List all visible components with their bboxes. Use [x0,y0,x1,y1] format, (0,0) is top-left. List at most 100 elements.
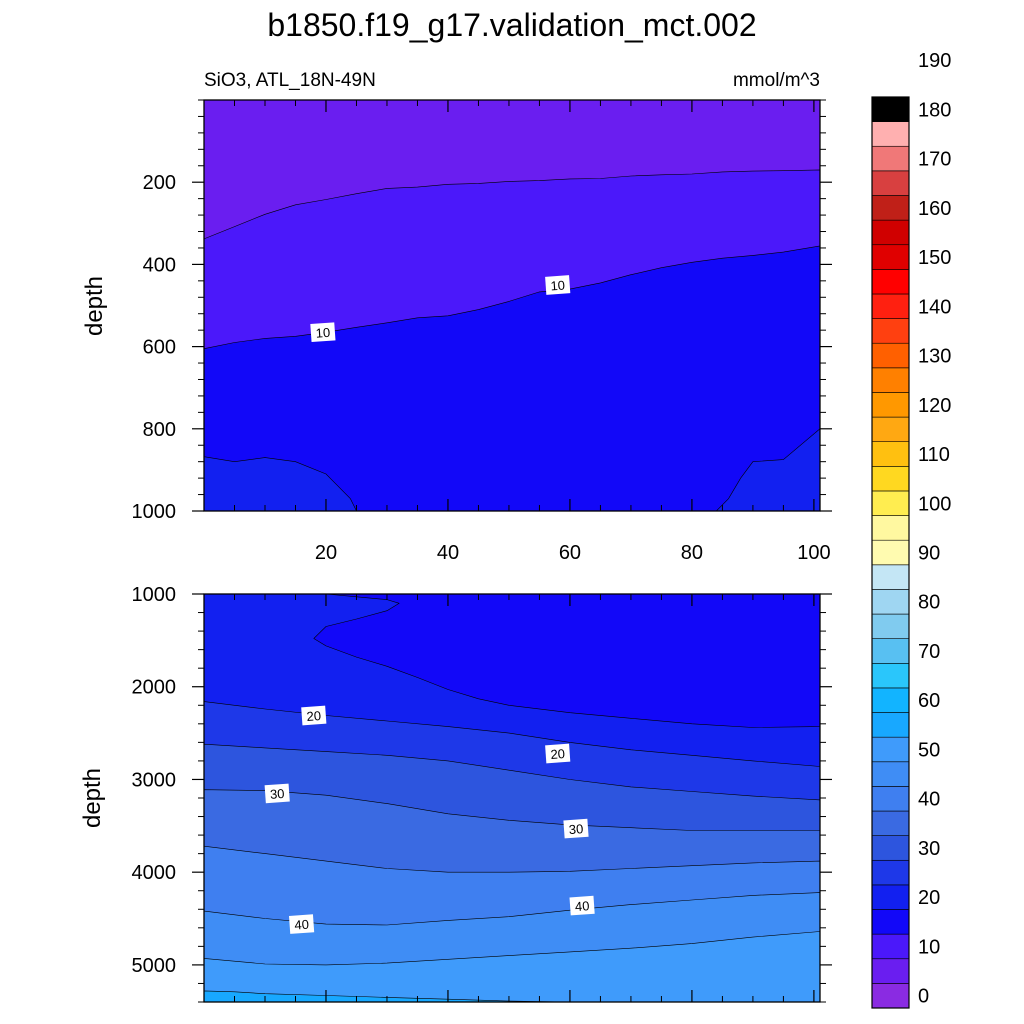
colorbar-box [871,983,910,1009]
colorbar-label: 40 [918,789,940,811]
panel1-ylabel: depth [81,276,108,336]
panel2-ytick-label: 3000 [132,769,177,791]
panel2-contour-label: 30 [563,818,589,839]
panel2-contour-label-bg [563,818,589,839]
colorbar-label: 170 [918,149,951,171]
panel2-contour-label-text: 20 [550,746,565,762]
colorbar-label: 140 [918,296,951,318]
panel2-contour-label-bg [289,914,315,934]
colorbar-label: 190 [918,50,951,72]
colorbar-box [871,736,910,763]
panel1-xtick-label: 40 [437,542,459,564]
colorbar-label: 0 [918,986,929,1008]
colorbar-box [871,712,910,738]
panel2-ytick-label: 5000 [132,955,177,977]
panel1-fills [203,100,821,512]
colorbar-box [871,244,910,270]
panel2-contour-label: 20 [301,705,327,726]
colorbar-box [871,466,910,492]
panel2-region-10-15 [313,593,821,728]
colorbar-label: 160 [918,198,951,220]
colorbar-box [871,835,910,861]
panel1-contour-label-text: 10 [315,325,330,341]
colorbar-box [871,195,910,221]
panel1-xtick-label: 60 [559,542,581,564]
colorbar-box [871,589,910,615]
panel1-contour-label: 10 [310,322,336,343]
colorbar-box [871,933,910,960]
panel1-contour-label-bg [545,275,571,295]
panel2-contour-label: 40 [569,895,595,916]
colorbar-box [871,859,910,886]
panel2-frame [203,593,821,1003]
panel2-contour-label-text: 30 [269,786,284,802]
colorbar-frame [871,96,910,1009]
colorbar-box [871,490,910,516]
colorbar-box [871,958,910,984]
colorbar-box [871,293,910,319]
colorbar-label: 50 [918,740,940,762]
panel1-xtick-label: 20 [315,542,337,564]
colorbar-box [871,909,910,935]
panel2-contour-label-text: 40 [574,898,589,914]
colorbar-box [871,318,910,344]
panel2-ytick-label: 1000 [132,584,177,606]
panel1-contour-label: 10 [545,275,571,295]
colorbar-box [871,761,910,787]
colorbar-box [871,145,910,172]
colorbar-box [871,810,910,836]
panel2-contour-label-bg [301,705,327,726]
colorbar-label: 150 [918,247,951,269]
panel2-contour-label-text: 40 [294,917,309,933]
colorbar-box [871,342,910,369]
panel2-contour-label-text: 20 [306,708,321,724]
panel2-ticks: 1000 2000 3000 4000 5000 [132,584,832,1003]
colorbar-label: 110 [918,444,950,466]
colorbar-label: 100 [918,493,951,515]
panel1-ticks: 20 40 60 80 100 200 400 600 800 1000 [132,99,832,564]
colorbar-label: 90 [918,543,940,565]
upper-contour-panel: SiO3, ATL_18N-49N mmol/m^3 20 40 60 80 100 20… [81,70,832,564]
panel1-subtitle-left: SiO3, ATL_18N-49N [204,70,376,91]
panel1-ytick-label: 200 [143,172,176,194]
colorbar-box [871,441,910,467]
panel1-frame [203,99,821,512]
panel1-ytick-label: 600 [143,337,176,359]
colorbar: 0 10 20 30 40 50 60 70 80 90 100 110 120 130 140 150 160… [871,50,951,1009]
colorbar-label: 60 [918,690,940,712]
panel1-ytick-label: 800 [143,419,176,441]
panel2-contour-label-bg [264,783,290,804]
colorbar-label: 20 [918,887,940,909]
colorbar-box [871,269,910,295]
panel1-subtitle-right: mmol/m^3 [733,70,820,91]
colorbar-box [871,638,910,664]
panel2-contour-label: 20 [545,743,571,764]
panel1-xtick-label: 100 [797,542,830,564]
colorbar-label: 120 [918,395,951,417]
colorbar-label: 130 [918,346,951,368]
panel2-contour-label-bg [569,895,595,916]
panel2-contour-label: 40 [289,914,315,934]
colorbar-box [871,367,910,393]
colorbar-box [871,121,910,147]
colorbar-box [871,515,910,541]
panel1-contour-label-bg [310,322,336,343]
panel1-contour-label-text: 10 [550,278,565,294]
colorbar-box [871,786,910,812]
figure-title: b1850.f19_g17.validation_mct.002 [267,7,756,43]
panel1-ytick-label: 400 [143,254,176,276]
panel1-xtick-label: 80 [681,542,703,564]
colorbar-box [871,96,910,122]
colorbar-box [871,687,910,713]
colorbar-box [871,416,910,442]
lower-contour-panel: 1000 2000 3000 4000 5000 20 20 30 30 40 40 depth [79,584,832,1003]
panel2-ytick-label: 4000 [132,862,177,884]
panel2-ylabel: depth [79,768,106,828]
colorbar-box [871,613,910,639]
panel2-contour-label-bg [545,743,571,764]
colorbar-label: 180 [918,99,951,121]
colorbar-label: 80 [918,592,940,614]
colorbar-box [871,219,910,246]
panel1-contour-labels: 10 10 [310,275,571,343]
